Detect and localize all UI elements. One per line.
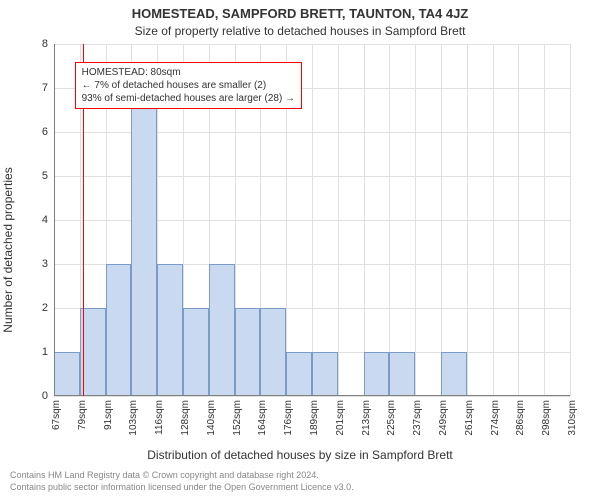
footer-line-2: Contains public sector information licen… [10,482,354,494]
y-tick-label: 5 [42,170,48,182]
y-tick-label: 3 [42,258,48,270]
annotation-line-3: 93% of semi-detached houses are larger (… [82,92,295,105]
x-tick-label: 237sqm [412,400,423,436]
x-tick-label: 249sqm [438,400,449,436]
y-tick-label: 1 [42,346,48,358]
x-axis-label: Distribution of detached houses by size … [0,448,600,462]
x-tick-label: 103sqm [128,400,139,436]
annotation-box: HOMESTEAD: 80sqm← 7% of detached houses … [75,62,302,109]
histogram-bar [209,264,235,396]
plot-area: 67sqm79sqm91sqm103sqm116sqm128sqm140sqm1… [54,44,570,396]
footer-attribution: Contains HM Land Registry data © Crown c… [10,470,354,493]
histogram-bar [235,308,261,396]
annotation-line-2: ← 7% of detached houses are smaller (2) [82,79,295,92]
histogram-bar [364,352,390,396]
histogram-bar [157,264,183,396]
histogram-bar [441,352,467,396]
x-tick-label: 91sqm [103,400,114,430]
x-tick-label: 176sqm [283,400,294,436]
chart-container: { "title_main": "HOMESTEAD, SAMPFORD BRE… [0,0,600,500]
grid-line-horizontal [54,396,570,397]
x-tick-label: 261sqm [464,400,475,436]
chart-subtitle: Size of property relative to detached ho… [0,24,600,38]
x-tick-label: 286sqm [515,400,526,436]
x-tick-label: 274sqm [490,400,501,436]
histogram-bar [260,308,286,396]
x-tick-label: 152sqm [232,400,243,436]
histogram-bar [54,352,80,396]
x-tick-label: 140sqm [206,400,217,436]
y-tick-label: 4 [42,214,48,226]
annotation-line-1: HOMESTEAD: 80sqm [82,66,295,79]
y-tick-label: 7 [42,82,48,94]
histogram-bar [183,308,209,396]
y-tick-label: 6 [42,126,48,138]
chart-title: HOMESTEAD, SAMPFORD BRETT, TAUNTON, TA4 … [0,6,600,21]
x-tick-label: 298sqm [541,400,552,436]
x-tick-label: 189sqm [309,400,320,436]
grid-line-horizontal [54,44,570,45]
y-tick-label: 2 [42,302,48,314]
y-tick-label: 8 [42,38,48,50]
grid-line-vertical [570,44,571,396]
histogram-bar [389,352,415,396]
x-tick-label: 116sqm [154,400,165,435]
histogram-bar [312,352,338,396]
x-tick-label: 128sqm [180,400,191,436]
y-axis-line [54,44,55,396]
footer-line-1: Contains HM Land Registry data © Crown c… [10,470,354,482]
x-axis-line [54,395,570,396]
x-tick-label: 79sqm [77,400,88,430]
x-tick-label: 164sqm [257,400,268,436]
x-tick-label: 213sqm [361,400,372,436]
x-tick-label: 201sqm [335,400,346,436]
y-axis-label: Number of detached properties [1,167,15,332]
histogram-bar [106,264,132,396]
x-tick-label: 310sqm [567,400,578,436]
histogram-bar [131,88,157,396]
x-tick-label: 67sqm [51,400,62,430]
x-tick-label: 225sqm [386,400,397,436]
histogram-bar [286,352,312,396]
y-tick-label: 0 [42,390,48,402]
